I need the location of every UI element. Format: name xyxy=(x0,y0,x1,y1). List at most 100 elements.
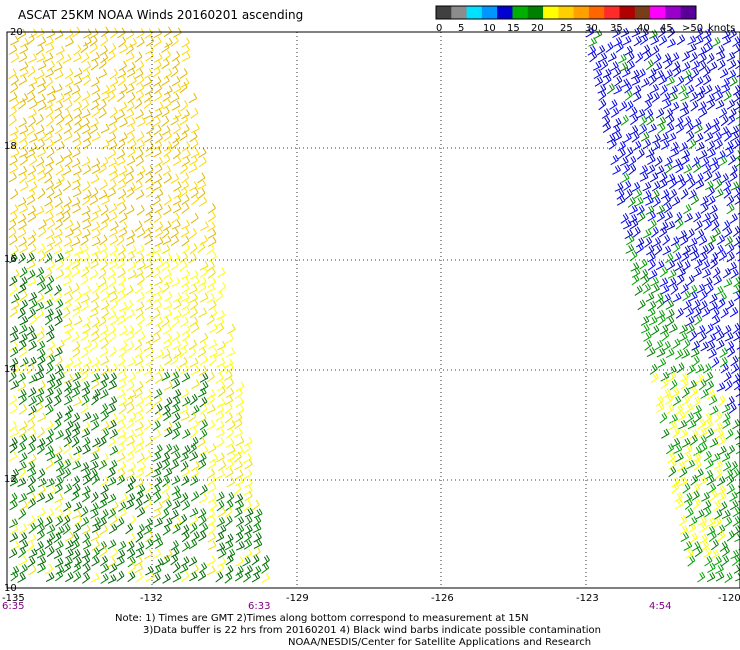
wind-barb xyxy=(722,35,732,46)
wind-barb xyxy=(208,299,217,311)
wind-barb xyxy=(709,156,719,167)
wind-barb xyxy=(44,196,53,207)
wind-barb xyxy=(64,37,74,47)
wind-barb xyxy=(164,499,172,511)
note-line-2: 3)Data buffer is 22 hrs from 20160201 4)… xyxy=(143,625,601,636)
wind-barb xyxy=(107,557,116,568)
wind-barb xyxy=(191,531,200,542)
wind-barb xyxy=(116,570,125,582)
wind-barb xyxy=(691,483,701,494)
wind-barb xyxy=(715,571,725,582)
wind-barb xyxy=(690,347,700,358)
wind-barb xyxy=(154,227,163,238)
wind-barb xyxy=(55,259,65,271)
wind-barb xyxy=(207,203,216,214)
lat-label-12: 12 xyxy=(4,474,17,485)
wind-barb xyxy=(726,299,735,311)
wind-barb xyxy=(693,404,702,415)
wind-barb xyxy=(689,245,698,256)
wind-barb xyxy=(91,373,101,383)
wind-barb xyxy=(728,402,737,414)
wind-barb xyxy=(687,522,697,533)
wind-barb xyxy=(72,452,81,463)
wind-barb xyxy=(206,565,216,576)
wind-barb xyxy=(19,315,29,326)
wind-barb xyxy=(686,412,695,424)
wind-barb xyxy=(62,108,71,120)
wind-barb xyxy=(206,420,216,431)
wind-barb xyxy=(689,330,698,342)
wind-barb xyxy=(647,307,656,318)
wind-barb xyxy=(108,259,118,270)
wind-barb xyxy=(666,316,675,327)
wind-barb xyxy=(28,548,38,559)
wind-barb xyxy=(135,363,145,374)
wind-barb xyxy=(118,396,127,407)
wind-barb xyxy=(37,563,46,574)
wind-barb xyxy=(675,307,684,319)
wind-barb xyxy=(199,372,209,383)
wind-barb xyxy=(684,212,693,223)
wind-barb xyxy=(714,509,723,520)
wind-barb xyxy=(100,35,109,47)
wind-barb xyxy=(99,220,109,231)
wind-barb xyxy=(100,484,109,495)
wind-barb xyxy=(135,436,145,447)
wind-barb xyxy=(54,387,63,399)
wind-barb xyxy=(144,147,154,158)
wind-barb xyxy=(9,234,18,246)
wind-barb xyxy=(179,404,189,414)
wind-barb xyxy=(161,244,171,255)
wind-barb xyxy=(64,227,74,238)
wind-barb xyxy=(628,155,637,167)
wind-barb xyxy=(724,130,732,142)
wind-barb xyxy=(99,45,108,56)
wind-barb xyxy=(108,396,118,406)
wind-barb xyxy=(672,158,682,168)
wind-barb xyxy=(108,124,118,135)
wind-barb xyxy=(155,259,164,270)
wind-barb xyxy=(45,492,54,503)
wind-barb xyxy=(685,122,694,134)
wind-barb xyxy=(143,228,152,239)
wind-barb xyxy=(163,140,173,152)
wind-barb xyxy=(207,277,217,288)
wind-barb xyxy=(26,540,35,552)
wind-barb xyxy=(117,540,127,551)
wind-barb xyxy=(215,563,225,574)
wind-barb xyxy=(207,532,216,543)
wind-barb xyxy=(669,188,678,200)
wind-barb xyxy=(72,412,81,424)
wind-barb xyxy=(81,491,91,503)
wind-barb xyxy=(647,259,656,271)
wind-barb xyxy=(64,244,74,254)
wind-barb xyxy=(35,308,44,320)
wind-barb xyxy=(671,387,680,398)
wind-barb xyxy=(45,308,54,318)
wind-barb xyxy=(651,92,660,103)
wind-barb xyxy=(713,131,722,143)
wind-barb xyxy=(711,162,720,174)
wind-barb xyxy=(171,316,180,328)
wind-barb xyxy=(643,50,652,62)
wind-barb xyxy=(710,549,720,560)
wind-barb xyxy=(71,221,81,232)
wind-barb xyxy=(199,445,209,456)
wind-barb xyxy=(71,421,81,432)
wind-barb xyxy=(10,52,20,63)
wind-barb xyxy=(101,428,110,440)
wind-barb xyxy=(704,42,713,54)
wind-barb xyxy=(20,181,29,192)
wind-barb xyxy=(171,485,181,496)
wind-barb xyxy=(678,419,688,430)
wind-barb xyxy=(726,99,736,110)
wind-barb xyxy=(54,493,64,504)
wind-barb xyxy=(28,564,37,576)
wind-barb xyxy=(9,325,19,336)
wind-barb xyxy=(600,59,609,71)
wind-barb xyxy=(636,204,645,216)
wind-barb xyxy=(639,115,648,127)
wind-barb xyxy=(91,282,100,294)
wind-barb xyxy=(62,523,71,535)
wind-barb xyxy=(719,68,729,79)
